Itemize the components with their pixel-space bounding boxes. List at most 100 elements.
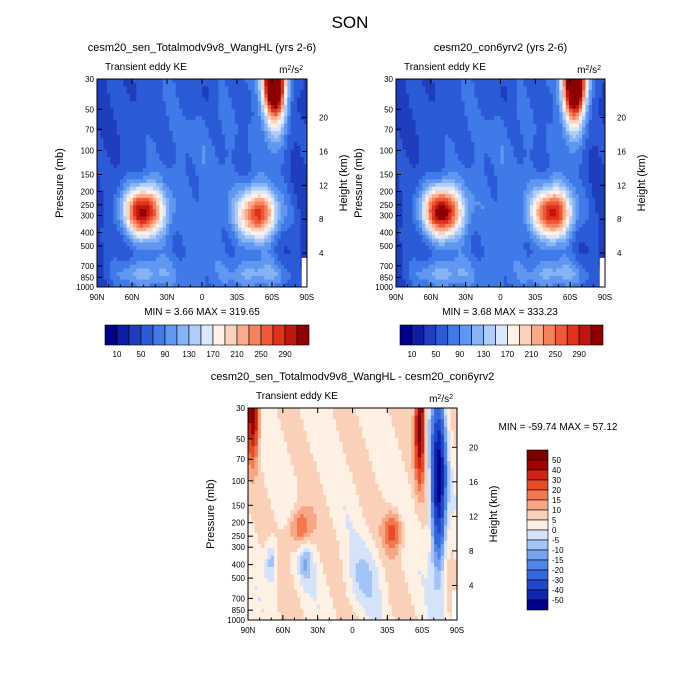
heatmap-cell bbox=[221, 220, 226, 225]
heatmap-cell bbox=[399, 116, 404, 121]
heatmap-cell bbox=[274, 93, 279, 99]
heatmap-cell bbox=[139, 212, 144, 218]
heatmap-cell bbox=[218, 164, 223, 169]
heatmap-cell bbox=[208, 112, 213, 117]
heatmap-cell bbox=[412, 134, 417, 140]
heatmap-cell bbox=[270, 93, 275, 99]
heatmap-cell bbox=[100, 238, 105, 244]
heatmap-cell bbox=[569, 116, 573, 121]
heatmap-cell bbox=[224, 183, 229, 188]
heatmap-cell bbox=[293, 231, 298, 236]
heatmap-cell bbox=[202, 142, 206, 147]
heatmap-cell bbox=[477, 108, 482, 114]
x-tick-label: 60S bbox=[265, 293, 279, 302]
heatmap-cell bbox=[267, 131, 272, 136]
heatmap-cell bbox=[552, 138, 557, 143]
heatmap-cell bbox=[159, 283, 164, 287]
heatmap-cell bbox=[149, 97, 154, 102]
heatmap-cell bbox=[441, 93, 446, 99]
heatmap-cell bbox=[264, 190, 269, 195]
heatmap-cell bbox=[231, 246, 236, 251]
heatmap-cell bbox=[198, 257, 203, 262]
heatmap-cell bbox=[448, 108, 453, 114]
heatmap-cell bbox=[224, 194, 229, 199]
heatmap-cell bbox=[126, 82, 131, 88]
heatmap-cell bbox=[539, 138, 544, 143]
heatmap-cell bbox=[182, 119, 187, 125]
heatmap-cell bbox=[192, 131, 197, 136]
heatmap-cell bbox=[149, 79, 154, 84]
heatmap-cell bbox=[264, 116, 269, 121]
heatmap-cell bbox=[290, 272, 295, 277]
heatmap-cell bbox=[205, 227, 210, 232]
heatmap-cell bbox=[595, 79, 600, 84]
heatmap-cell bbox=[156, 246, 160, 251]
heatmap-cell bbox=[136, 127, 141, 132]
heatmap-cell bbox=[464, 142, 469, 147]
heatmap-cell bbox=[106, 119, 111, 125]
heatmap-cell bbox=[224, 164, 229, 169]
heatmap-cell bbox=[251, 175, 256, 180]
heatmap-cell bbox=[195, 131, 200, 136]
heatmap-cell bbox=[516, 93, 521, 99]
heatmap-cell bbox=[175, 123, 180, 128]
heatmap-cell bbox=[103, 223, 108, 229]
heatmap-cell bbox=[503, 101, 508, 106]
colorbar-label: 50 bbox=[137, 350, 146, 359]
heatmap-cell bbox=[195, 223, 200, 229]
heatmap-cell bbox=[247, 201, 252, 206]
colorbar-label: 290 bbox=[278, 350, 292, 359]
heatmap-cell bbox=[247, 227, 252, 232]
heatmap-cell bbox=[405, 145, 410, 151]
heatmap-cell bbox=[254, 257, 259, 262]
heatmap-cell bbox=[162, 90, 167, 95]
heatmap-cell bbox=[257, 179, 262, 184]
heatmap-cell bbox=[215, 112, 220, 117]
heatmap-cell bbox=[162, 138, 167, 143]
heatmap-cell bbox=[251, 131, 256, 136]
heatmap-cell bbox=[228, 201, 233, 206]
heatmap-cell bbox=[234, 123, 239, 128]
heatmap-cell bbox=[412, 82, 417, 88]
heatmap-cell bbox=[146, 235, 151, 240]
heatmap-cell bbox=[142, 175, 147, 180]
heatmap-cell bbox=[507, 79, 511, 84]
heatmap-cell bbox=[520, 79, 524, 84]
heatmap-cell bbox=[126, 197, 131, 203]
heatmap-cell bbox=[591, 145, 596, 151]
heatmap-cell bbox=[182, 201, 187, 206]
heatmap-cell bbox=[103, 194, 108, 199]
heatmap-cell bbox=[254, 201, 259, 206]
heatmap-cell bbox=[431, 79, 436, 84]
heatmap-cell bbox=[261, 272, 265, 277]
heatmap-cell bbox=[126, 183, 131, 188]
heatmap-cell bbox=[208, 283, 213, 287]
heatmap-cell bbox=[552, 123, 557, 128]
heatmap-cell bbox=[458, 97, 462, 102]
heatmap-cell bbox=[165, 275, 170, 281]
heatmap-cell bbox=[149, 249, 154, 255]
heatmap-cell bbox=[179, 108, 183, 114]
heatmap-cell bbox=[195, 216, 200, 221]
heatmap-cell bbox=[162, 123, 167, 128]
heatmap-cell bbox=[215, 279, 220, 284]
heatmap-cell bbox=[270, 175, 275, 180]
heatmap-cell bbox=[572, 127, 577, 132]
heatmap-cell bbox=[280, 105, 285, 110]
heatmap-cell bbox=[562, 134, 567, 140]
heatmap-cell bbox=[454, 134, 459, 140]
heatmap-cell bbox=[293, 108, 298, 114]
heatmap-cell bbox=[510, 112, 515, 117]
heatmap-cell bbox=[297, 97, 302, 102]
heatmap-cell bbox=[100, 216, 105, 221]
heatmap-cell bbox=[142, 220, 147, 225]
heatmap-cell bbox=[119, 272, 124, 277]
heatmap-cell bbox=[297, 264, 302, 270]
heatmap-cell bbox=[484, 101, 489, 106]
heatmap-cell bbox=[139, 93, 144, 99]
heatmap-cell bbox=[175, 249, 180, 255]
heatmap-cell bbox=[129, 108, 134, 114]
heatmap-cell bbox=[264, 235, 269, 240]
heatmap-cell bbox=[142, 231, 147, 236]
heatmap-cell bbox=[152, 209, 157, 214]
